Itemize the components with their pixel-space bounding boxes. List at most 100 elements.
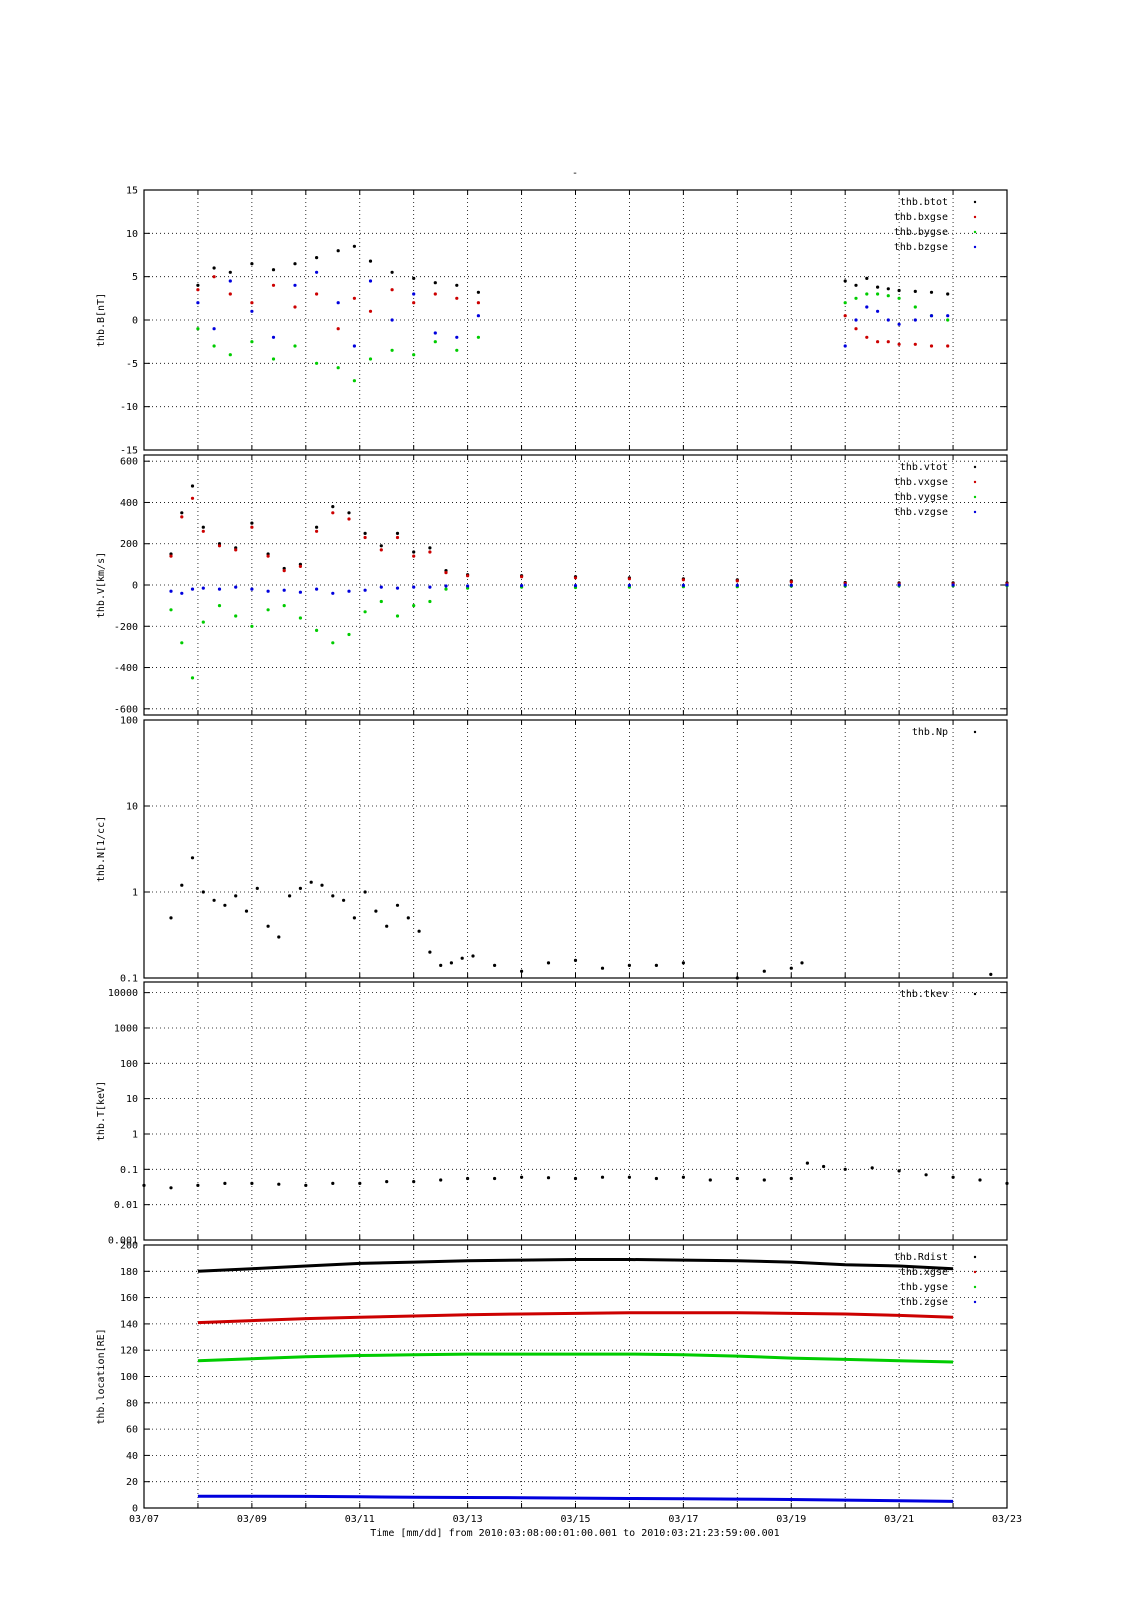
- data-point: [876, 309, 880, 313]
- data-point: [412, 550, 416, 554]
- data-point: [412, 554, 416, 558]
- y-tick-label: 10: [126, 229, 138, 240]
- data-point: [520, 584, 524, 588]
- data-point: [843, 279, 847, 283]
- data-point: [390, 348, 394, 352]
- data-point: [843, 314, 847, 318]
- data-point: [217, 587, 222, 591]
- data-point: [196, 327, 200, 331]
- x-tick-label: 03/15: [560, 1514, 590, 1525]
- x-tick-label: 03/13: [453, 1514, 483, 1525]
- data-point: [865, 305, 869, 309]
- y-tick-label: 0.1: [120, 974, 138, 985]
- data-point: [363, 531, 367, 536]
- panel-3: 100 10 1 0.1 thb.N[1/cc] thb.Np: [96, 716, 1008, 985]
- data-point: [460, 956, 464, 960]
- legend-label: thb.zgse: [900, 1297, 948, 1308]
- data-point: [412, 604, 416, 608]
- data-point: [212, 898, 216, 902]
- data-point: [681, 578, 686, 582]
- panel-2: 600 400 200 0 -200 -400 -600 thb.V[km/s] thb.vto…: [96, 454, 1009, 716]
- data-point: [854, 327, 858, 331]
- data-point: [180, 883, 184, 887]
- y-axis-label: thb.location[RE]: [96, 1328, 107, 1424]
- data-point: [180, 515, 184, 519]
- y-tick-label: 140: [120, 1319, 138, 1330]
- y-tick-label: 20: [126, 1477, 138, 1488]
- data-point: [250, 301, 254, 305]
- data-point: [217, 544, 222, 548]
- data-point: [169, 608, 173, 612]
- data-point: [876, 292, 880, 296]
- legend-marker: [973, 230, 977, 234]
- data-point: [762, 1178, 766, 1182]
- legend-label: thb.Np: [912, 727, 948, 738]
- y-tick-label: 600: [120, 457, 138, 468]
- data-point: [428, 546, 432, 550]
- data-point: [228, 279, 232, 283]
- legend-label: thb.ygse: [900, 1282, 948, 1293]
- data-point: [627, 963, 632, 968]
- data-point: [266, 608, 270, 612]
- data-point: [271, 357, 276, 361]
- data-point: [476, 301, 480, 305]
- y-tick-label: 100: [120, 716, 138, 727]
- data-point: [762, 969, 766, 973]
- data-point: [455, 335, 459, 339]
- data-point: [228, 292, 232, 296]
- data-point: [924, 1173, 928, 1177]
- y-tick-label: 120: [120, 1346, 138, 1357]
- data-point: [368, 259, 373, 263]
- data-point: [363, 610, 367, 614]
- data-point: [347, 511, 351, 515]
- data-point: [789, 966, 793, 970]
- data-point: [169, 554, 173, 558]
- data-point: [395, 614, 400, 618]
- data-point: [433, 340, 437, 344]
- series-line: [197, 1311, 954, 1325]
- data-point: [250, 262, 254, 266]
- data-point: [234, 585, 238, 589]
- legend-marker: [973, 245, 977, 249]
- data-point: [190, 676, 195, 680]
- data-point: [708, 1178, 712, 1182]
- data-point: [298, 590, 302, 594]
- y-tick-label: 200: [120, 1241, 138, 1252]
- data-point: [476, 290, 480, 294]
- data-point: [315, 529, 319, 533]
- data-point: [843, 1167, 847, 1171]
- data-point: [390, 318, 394, 322]
- data-point: [913, 318, 917, 322]
- data-point: [271, 335, 276, 339]
- data-point: [843, 344, 847, 348]
- data-point: [412, 292, 416, 296]
- data-point: [417, 929, 421, 933]
- data-point: [444, 587, 448, 591]
- data-point: [789, 580, 793, 584]
- data-point: [282, 569, 286, 573]
- data-point: [573, 576, 578, 580]
- panel-4: 10000 1000 100 10 1 0.1 0.01 0.001 thb.T[keV] thb…: [96, 981, 1009, 1247]
- data-point: [412, 276, 416, 280]
- data-point: [379, 585, 383, 589]
- legend-marker: [973, 215, 977, 219]
- data-point: [870, 1166, 874, 1170]
- data-point: [331, 641, 335, 645]
- data-point: [234, 894, 238, 898]
- data-point: [190, 587, 195, 591]
- data-point: [428, 585, 432, 589]
- data-point: [309, 880, 313, 884]
- data-point: [196, 1183, 200, 1187]
- data-point: [298, 616, 302, 620]
- data-point: [573, 584, 578, 588]
- data-point: [913, 289, 917, 293]
- data-point: [352, 379, 356, 383]
- data-point: [854, 296, 858, 300]
- data-point: [288, 894, 292, 898]
- data-point: [331, 505, 335, 509]
- data-point: [627, 1175, 632, 1179]
- data-point: [379, 599, 383, 604]
- data-point: [876, 340, 880, 344]
- data-point: [180, 591, 184, 595]
- data-point: [385, 1180, 389, 1184]
